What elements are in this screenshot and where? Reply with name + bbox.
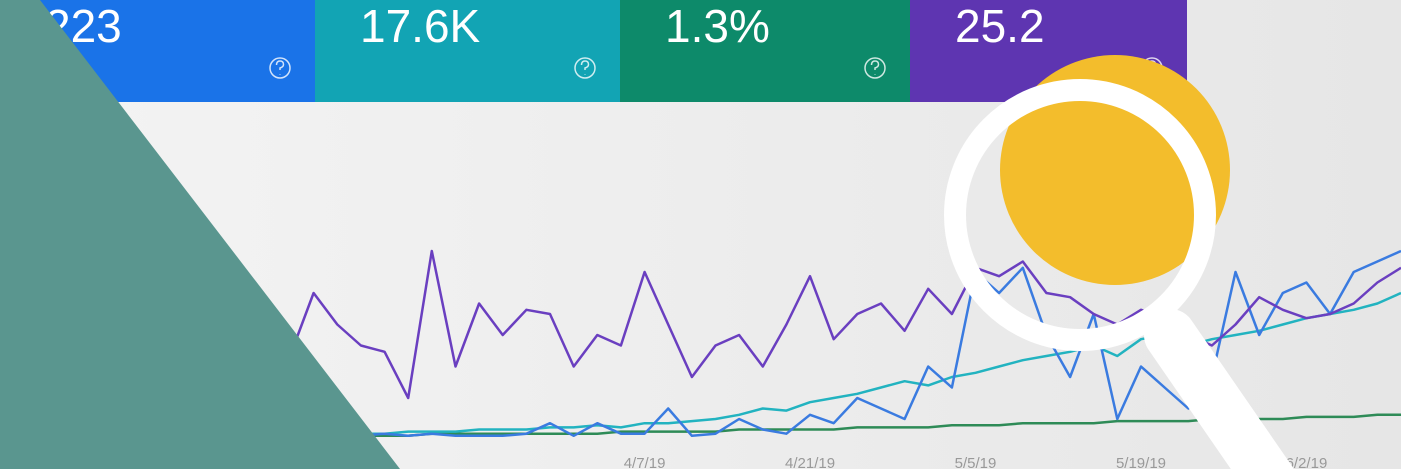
magnifier-lens — [944, 79, 1216, 351]
chart: 4/7/19 4/21/19 5/5/19 5/19/19 6/2/19 — [288, 249, 1401, 469]
magnifier-handle — [1144, 309, 1294, 469]
metric-card — [620, 0, 910, 102]
help-icon — [269, 57, 291, 79]
help-icon-mark — [580, 60, 590, 75]
help-icon-mark — [870, 60, 880, 75]
metric-value: 1.3% — [665, 0, 770, 52]
metric-card — [315, 0, 620, 102]
metric-cards: 223 17.6K 1.3% 25.2 — [0, 0, 1187, 102]
series-line — [288, 249, 1401, 400]
x-tick-label: 5/19/19 — [1116, 455, 1166, 469]
help-icon — [864, 57, 886, 79]
x-tick-label: 6/2/19 — [1286, 455, 1328, 469]
x-tick-label: 4/21/19 — [785, 455, 835, 469]
series-line — [290, 291, 1401, 438]
metric-value: 17.6K — [360, 0, 481, 52]
help-icon-mark — [275, 60, 285, 75]
decor-shape — [0, 0, 400, 469]
metric-value: 25.2 — [955, 0, 1045, 52]
x-tick-label: 4/7/19 — [624, 455, 666, 469]
x-tick-label: 5/5/19 — [955, 455, 997, 469]
decor-circle — [1000, 55, 1230, 285]
help-icon — [574, 57, 596, 79]
